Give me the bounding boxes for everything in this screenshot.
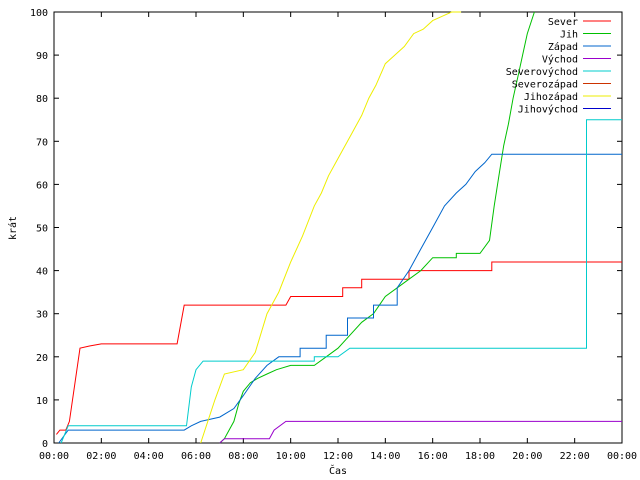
y-axis: 0 10 20 30 40 50 60 70 80 90 100 bbox=[30, 8, 622, 450]
x-tick-label: 04:00 bbox=[134, 451, 164, 462]
series-line-0 bbox=[56, 261, 622, 435]
y-tick-label: 80 bbox=[36, 94, 48, 105]
x-tick-label: 00:00 bbox=[39, 451, 69, 462]
y-tick-label: 50 bbox=[36, 224, 48, 235]
x-tick-label: 10:00 bbox=[276, 451, 306, 462]
x-tick-label: 20:00 bbox=[512, 451, 542, 462]
x-axis-title: Čas bbox=[329, 464, 347, 477]
legend-label: Jihovýchod bbox=[518, 104, 578, 116]
legend-label: Západ bbox=[548, 41, 578, 53]
y-tick-label: 10 bbox=[36, 396, 48, 407]
legend-label: Jih bbox=[560, 30, 578, 41]
y-axis-title: krát bbox=[7, 216, 19, 240]
y-tick-label: 40 bbox=[36, 267, 48, 278]
y-tick-label: 100 bbox=[30, 8, 48, 19]
series-line-2 bbox=[58, 153, 622, 444]
y-tick-label: 60 bbox=[36, 180, 48, 191]
x-tick-label: 00:00 bbox=[607, 451, 637, 462]
x-tick-label: 06:00 bbox=[181, 451, 211, 462]
x-tick-label: 12:00 bbox=[323, 451, 353, 462]
y-tick-label: 90 bbox=[36, 51, 48, 62]
x-tick-label: 18:00 bbox=[465, 451, 495, 462]
y-tick-label: 30 bbox=[36, 310, 48, 321]
series-lines bbox=[56, 11, 622, 444]
series-line-6 bbox=[200, 11, 462, 444]
x-axis: 00:00 02:00 04:00 06:00 08:00 10:00 12:00 14:00… bbox=[39, 12, 637, 462]
legend-label: Východ bbox=[542, 54, 578, 66]
x-tick-label: 08:00 bbox=[228, 451, 258, 462]
x-tick-label: 02:00 bbox=[86, 451, 116, 462]
legend-label: Jihozápad bbox=[524, 91, 578, 103]
legend-label: Sever bbox=[548, 17, 578, 28]
x-tick-label: 14:00 bbox=[370, 451, 400, 462]
y-tick-label: 20 bbox=[36, 353, 48, 364]
y-tick-label: 70 bbox=[36, 137, 48, 148]
y-tick-label: 0 bbox=[42, 439, 48, 450]
legend-label: Severozápad bbox=[512, 79, 578, 91]
legend-label: Severovýchod bbox=[506, 66, 578, 78]
legend: Sever JihZápadVýchodSeverovýchodSeverozáp… bbox=[506, 17, 611, 116]
x-tick-label: 22:00 bbox=[560, 451, 590, 462]
series-line-1 bbox=[219, 11, 535, 444]
x-tick-label: 16:00 bbox=[418, 451, 448, 462]
series-line-3 bbox=[219, 420, 622, 444]
series-line-4 bbox=[60, 119, 622, 444]
